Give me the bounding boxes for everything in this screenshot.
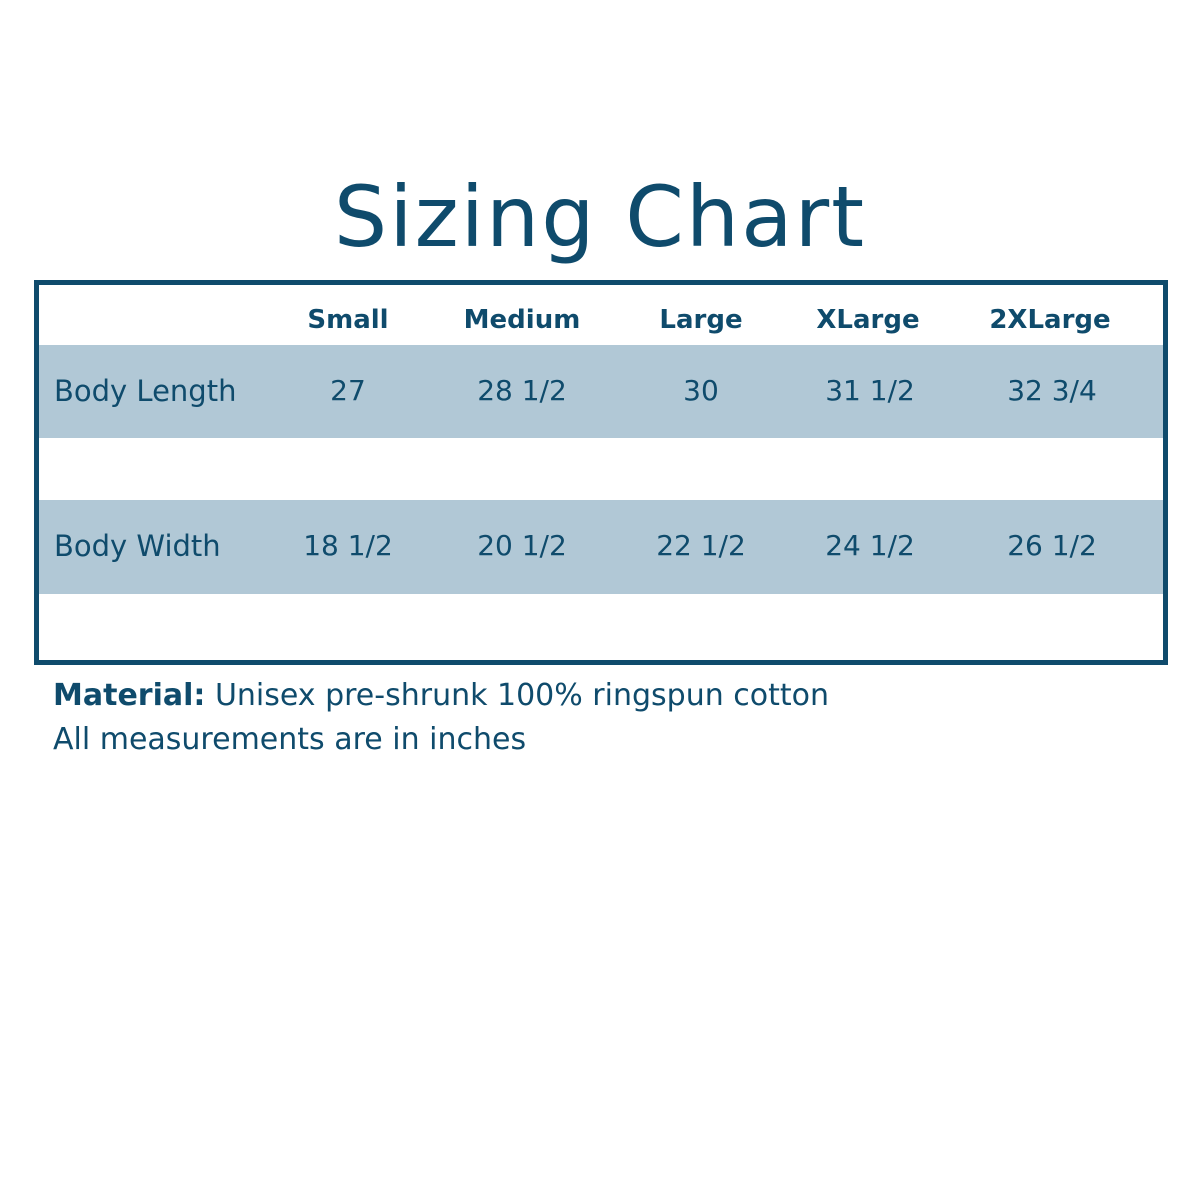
page-title: Sizing Chart bbox=[333, 168, 867, 266]
table-cell: 32 3/4 bbox=[1007, 374, 1097, 407]
table-cell: 26 1/2 bbox=[1007, 529, 1097, 562]
column-header-medium: Medium bbox=[463, 305, 581, 335]
table-cell: 22 1/2 bbox=[656, 529, 746, 562]
row-label: Body Width bbox=[54, 529, 221, 563]
table-cell: 31 1/2 bbox=[825, 374, 915, 407]
sizing-table: Small Medium Large XLarge 2XLarge Body L… bbox=[34, 280, 1168, 665]
column-header-small: Small bbox=[307, 305, 389, 335]
table-cell: 20 1/2 bbox=[477, 529, 567, 562]
table-row-body-width: Body Width 18 1/2 20 1/2 22 1/2 24 1/2 2… bbox=[39, 500, 1163, 594]
table-cell: 24 1/2 bbox=[825, 529, 915, 562]
column-header-2xlarge: 2XLarge bbox=[989, 305, 1111, 335]
table-row-body-length: Body Length 27 28 1/2 30 31 1/2 32 3/4 bbox=[39, 345, 1163, 438]
material-note: Material: Unisex pre-shrunk 100% ringspu… bbox=[53, 678, 829, 713]
material-label: Material: bbox=[53, 678, 206, 713]
material-text: Unisex pre-shrunk 100% ringspun cotton bbox=[214, 678, 830, 713]
column-header-xlarge: XLarge bbox=[816, 305, 920, 335]
column-header-large: Large bbox=[659, 305, 743, 335]
table-cell: 27 bbox=[330, 374, 366, 407]
row-label: Body Length bbox=[54, 374, 237, 408]
table-cell: 28 1/2 bbox=[477, 374, 567, 407]
table-cell: 18 1/2 bbox=[303, 529, 393, 562]
units-note: All measurements are in inches bbox=[53, 722, 527, 757]
table-cell: 30 bbox=[683, 374, 719, 407]
